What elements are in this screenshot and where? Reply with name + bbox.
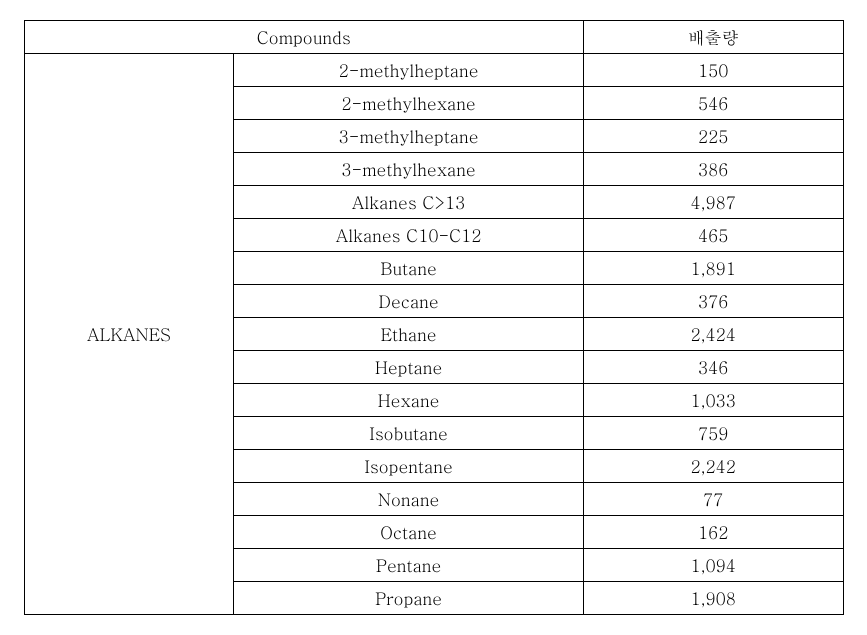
compound-cell: Alkanes C10-C12 bbox=[234, 219, 584, 252]
header-emission: 배출량 bbox=[583, 21, 843, 54]
compound-cell: 2-methylheptane bbox=[234, 54, 584, 87]
value-cell: 759 bbox=[583, 417, 843, 450]
value-cell: 346 bbox=[583, 351, 843, 384]
value-cell: 162 bbox=[583, 516, 843, 549]
table-row: ALKANES2-methylheptane150 bbox=[24, 54, 843, 87]
compound-cell: Heptane bbox=[234, 351, 584, 384]
compound-cell: Hexane bbox=[234, 384, 584, 417]
value-cell: 546 bbox=[583, 87, 843, 120]
value-cell: 1,908 bbox=[583, 582, 843, 615]
value-cell: 2,424 bbox=[583, 318, 843, 351]
compound-cell: Pentane bbox=[234, 549, 584, 582]
value-cell: 225 bbox=[583, 120, 843, 153]
compound-cell: 3-methylhexane bbox=[234, 153, 584, 186]
table-header-row: Compounds 배출량 bbox=[24, 21, 843, 54]
value-cell: 1,094 bbox=[583, 549, 843, 582]
value-cell: 150 bbox=[583, 54, 843, 87]
category-cell: ALKANES bbox=[24, 54, 234, 615]
compound-cell: Propane bbox=[234, 582, 584, 615]
value-cell: 386 bbox=[583, 153, 843, 186]
compound-cell: Butane bbox=[234, 252, 584, 285]
compound-cell: Octane bbox=[234, 516, 584, 549]
compounds-table: Compounds 배출량 ALKANES2-methylheptane1502… bbox=[24, 20, 844, 615]
compound-cell: Ethane bbox=[234, 318, 584, 351]
value-cell: 376 bbox=[583, 285, 843, 318]
value-cell: 4,987 bbox=[583, 186, 843, 219]
compound-cell: Isobutane bbox=[234, 417, 584, 450]
value-cell: 1,891 bbox=[583, 252, 843, 285]
value-cell: 1,033 bbox=[583, 384, 843, 417]
compound-cell: 2-methylhexane bbox=[234, 87, 584, 120]
compound-cell: 3-methylheptane bbox=[234, 120, 584, 153]
value-cell: 465 bbox=[583, 219, 843, 252]
compound-cell: Isopentane bbox=[234, 450, 584, 483]
value-cell: 2,242 bbox=[583, 450, 843, 483]
header-compounds: Compounds bbox=[24, 21, 583, 54]
compound-cell: Decane bbox=[234, 285, 584, 318]
compound-cell: Alkanes C>13 bbox=[234, 186, 584, 219]
compound-cell: Nonane bbox=[234, 483, 584, 516]
table-body: ALKANES2-methylheptane1502-methylhexane5… bbox=[24, 54, 843, 615]
value-cell: 77 bbox=[583, 483, 843, 516]
